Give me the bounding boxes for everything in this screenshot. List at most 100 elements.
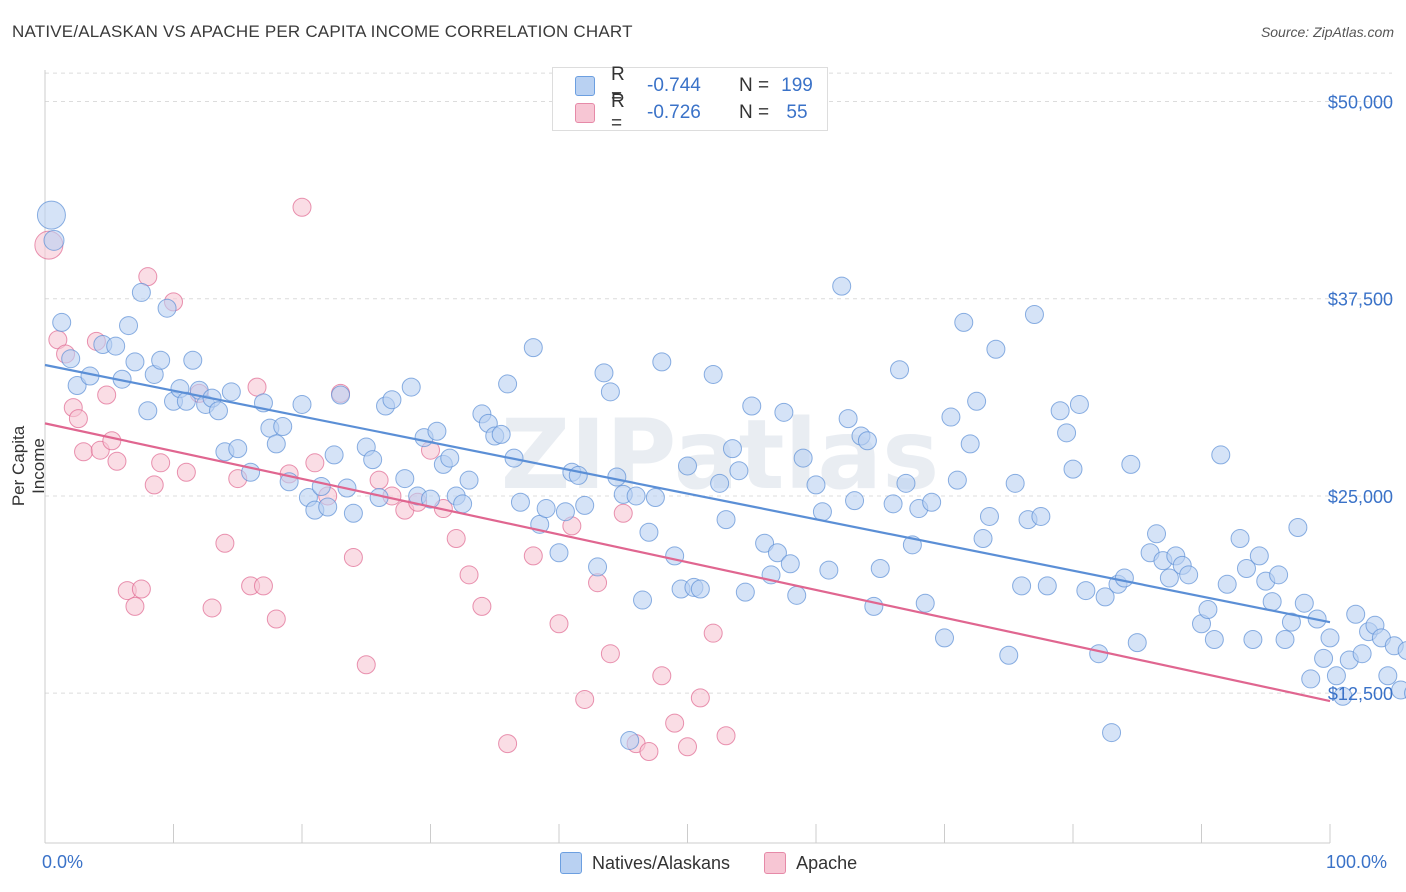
natives-point (498, 374, 518, 394)
apache-point (472, 596, 492, 616)
axes (44, 70, 1331, 844)
natives-point (1127, 633, 1147, 653)
natives-point (652, 352, 672, 372)
natives-point (1114, 568, 1134, 588)
natives-point (395, 469, 415, 489)
natives-point (131, 282, 151, 302)
natives-point (1391, 680, 1406, 700)
natives-point (954, 312, 974, 332)
natives-point (491, 424, 511, 444)
natives-point (665, 546, 685, 566)
apache-point (690, 688, 710, 708)
apache-point (356, 655, 376, 675)
natives-point (806, 475, 826, 495)
natives-point (812, 502, 832, 522)
natives-point (1236, 559, 1256, 579)
natives-point (1057, 423, 1077, 443)
chart-title: NATIVE/ALASKAN VS APACHE PER CAPITA INCO… (12, 22, 633, 41)
natives-point (1230, 529, 1250, 549)
natives-point (421, 489, 440, 509)
natives-point (363, 450, 383, 470)
legend-swatch-natives (575, 76, 595, 96)
legend-row-natives: R = -0.744 N = 199 (575, 64, 817, 107)
natives-point (1333, 686, 1353, 706)
apache-point (202, 598, 222, 618)
legend-label-apache: Apache (796, 852, 858, 873)
n-value: 199 (781, 75, 813, 96)
r-value: -0.726 (647, 102, 701, 123)
natives-point (1063, 459, 1083, 479)
apache-point (459, 565, 479, 585)
natives-point (125, 352, 145, 372)
natives-point (273, 417, 293, 437)
natives-point (735, 582, 755, 602)
apache-point (305, 453, 325, 473)
natives-point (883, 494, 903, 514)
legend-swatch-apache (764, 852, 787, 874)
apache-point (343, 547, 363, 567)
apache-point (266, 609, 286, 629)
natives-point (440, 448, 460, 468)
legend-row-apache: R = -0.726 N = 55 (575, 91, 817, 134)
apache-point (523, 546, 543, 566)
natives-point (1147, 524, 1167, 544)
apache-point (613, 503, 633, 523)
natives-point (67, 376, 87, 396)
apache-point (74, 442, 94, 462)
natives-point (935, 628, 954, 648)
apache-point (498, 734, 518, 754)
natives-point (1024, 305, 1044, 325)
natives-point (1050, 401, 1070, 421)
natives-point (755, 533, 775, 553)
apache-point (151, 453, 171, 473)
apache-point (549, 614, 569, 634)
y-tick-label: $25,000 (1328, 487, 1393, 507)
natives-point (119, 316, 139, 336)
apache-point (639, 742, 659, 762)
natives-point (52, 312, 72, 332)
natives-point (890, 360, 910, 380)
natives-point (151, 350, 171, 370)
apache-point (369, 470, 389, 490)
natives-point (845, 491, 865, 511)
natives-point (639, 522, 659, 542)
natives-point (61, 349, 81, 369)
natives-point (1089, 644, 1109, 664)
natives-point (1198, 600, 1218, 620)
natives-point (183, 350, 203, 370)
apache-point (253, 576, 273, 596)
natives-point (343, 503, 363, 523)
natives-point (1095, 587, 1115, 607)
natives-point (1037, 576, 1057, 596)
natives-point (915, 593, 935, 613)
natives-point (1005, 473, 1025, 493)
natives-point (292, 394, 312, 414)
natives-point (453, 494, 473, 514)
n-label: N = (739, 75, 770, 96)
natives-point (1378, 666, 1398, 686)
natives-point (626, 486, 646, 506)
natives-point (324, 445, 344, 465)
x-tick-min: 0.0% (42, 852, 84, 872)
natives-point (819, 560, 839, 580)
n-label: N = (739, 102, 770, 123)
grid-lines (45, 72, 1392, 694)
natives-point (703, 364, 723, 384)
natives-point (1397, 641, 1406, 660)
natives-point (36, 200, 66, 230)
natives-point (208, 401, 228, 421)
natives-point (43, 229, 65, 251)
natives-point (645, 488, 665, 508)
natives-point (157, 298, 177, 318)
natives-point (690, 579, 710, 599)
source-credit: Source: ZipAtlas.com (1260, 24, 1394, 40)
y-tick-label: $12,500 (1328, 684, 1393, 704)
natives-point (710, 473, 730, 493)
apache-point (131, 579, 151, 599)
natives-point (1249, 546, 1269, 566)
natives-point (793, 448, 813, 468)
natives-point (427, 421, 447, 441)
apache-point (215, 533, 235, 553)
natives-point (1281, 612, 1301, 632)
